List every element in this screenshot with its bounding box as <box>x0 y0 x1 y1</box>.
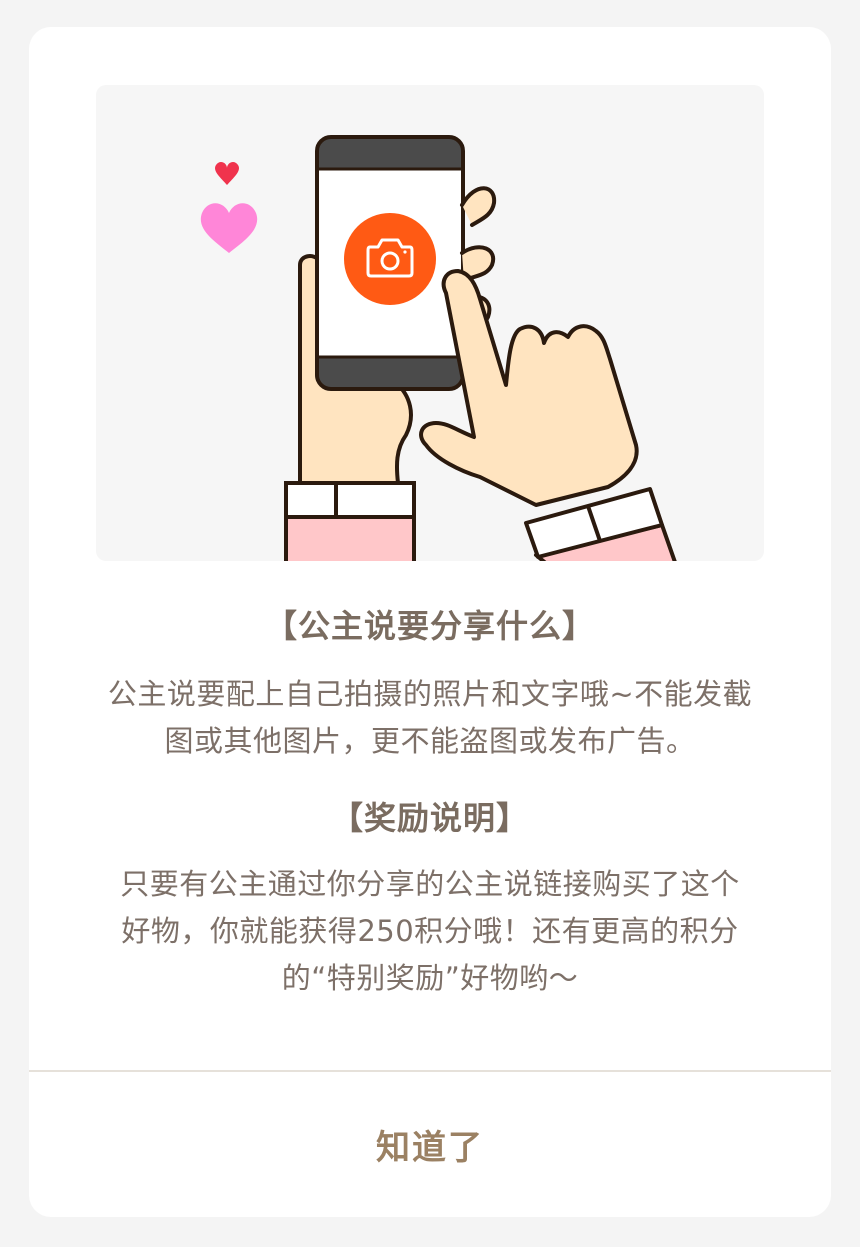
large-heart-icon <box>200 203 258 253</box>
share-rules-text: 公主说要配上自己拍摄的照片和文字哦~不能发截 图或其他图片，更不能盗图或发布广告… <box>79 671 781 765</box>
left-cuff <box>284 481 416 519</box>
share-rules-line: 公主说要配上自己拍摄的照片和文字哦~不能发截 <box>107 677 753 711</box>
share-rules-line: 图或其他图片，更不能盗图或发布广告。 <box>164 724 696 758</box>
reward-rules-line: 好物，你就能获得250积分哦！还有更高的积分 <box>121 914 739 948</box>
reward-rules-line: 的“特别奖励”好物哟～ <box>281 961 579 995</box>
reward-rules-line: 只要有公主通过你分享的公主说链接购买了这个 <box>120 867 740 901</box>
hands-holding-phone-graphic <box>200 135 677 561</box>
got-it-button[interactable]: 知道了 <box>376 1128 484 1168</box>
info-dialog: 【公主说要分享什么】 公主说要配上自己拍摄的照片和文字哦~不能发截 图或其他图片… <box>29 27 831 1217</box>
camera-icon <box>366 238 414 278</box>
small-heart-icon <box>215 161 239 185</box>
left-sleeve <box>284 513 416 561</box>
phone-camera-illustration <box>96 85 764 561</box>
button-divider <box>29 1070 831 1072</box>
share-rules-title: 【公主说要分享什么】 <box>264 607 595 645</box>
reward-rules-title: 【奖励说明】 <box>330 799 529 837</box>
reward-rules-text: 只要有公主通过你分享的公主说链接购买了这个 好物，你就能获得250积分哦！还有更… <box>79 861 781 1002</box>
right-hand <box>419 269 639 507</box>
camera-button-circle <box>344 213 436 305</box>
